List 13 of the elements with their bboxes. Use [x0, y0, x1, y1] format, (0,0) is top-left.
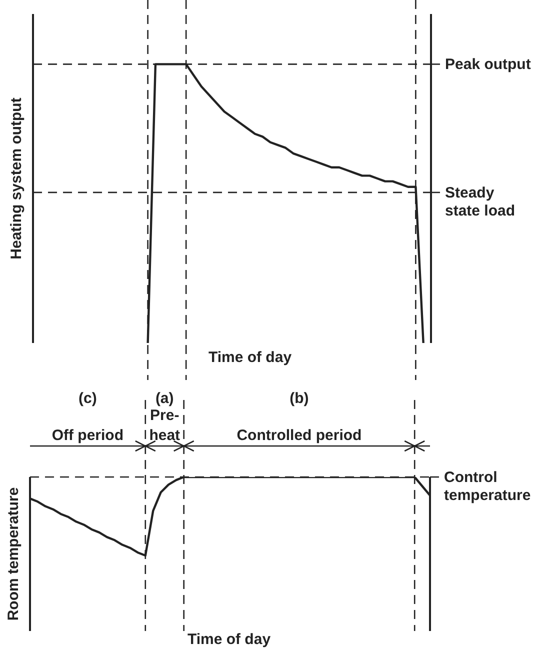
text: Pre-heat [149, 407, 180, 444]
text: (a) [155, 390, 174, 407]
text: (c) [78, 390, 97, 407]
x-axis-title: Time of day [208, 349, 292, 366]
text: Off period [52, 427, 124, 444]
x-axis-title: Time of day [187, 631, 272, 648]
ref-line-label: Control temperature [444, 469, 531, 504]
ref-line-label: Steady state load [445, 184, 516, 220]
text: Controlled period [236, 427, 362, 444]
ref-line-label: Peak output [445, 56, 531, 74]
text: (b) [290, 390, 309, 407]
y-axis-title: Room temperature [5, 487, 22, 621]
y-axis-title: Heating system output [8, 98, 25, 260]
